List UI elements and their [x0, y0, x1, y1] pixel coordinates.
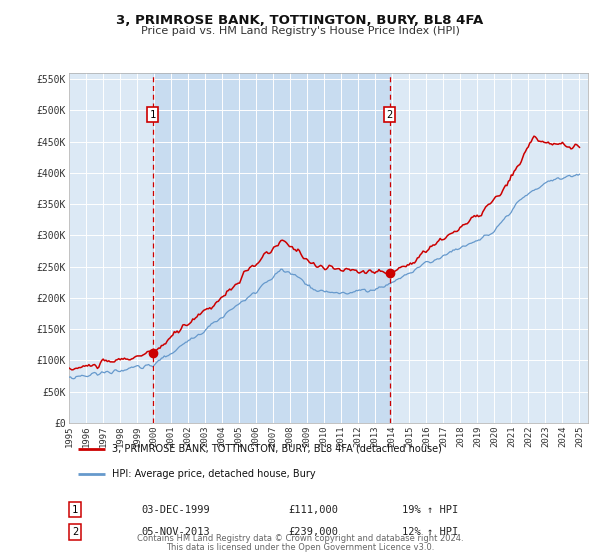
Text: 2: 2 [72, 527, 78, 537]
Bar [153, 73, 389, 423]
Text: 3, PRIMROSE BANK, TOTTINGTON, BURY, BL8 4FA: 3, PRIMROSE BANK, TOTTINGTON, BURY, BL8 … [116, 14, 484, 27]
Text: HPI: Average price, detached house, Bury: HPI: Average price, detached house, Bury [112, 469, 315, 479]
Text: 19% ↑ HPI: 19% ↑ HPI [402, 505, 458, 515]
Text: 3, PRIMROSE BANK, TOTTINGTON, BURY, BL8 4FA (detached house): 3, PRIMROSE BANK, TOTTINGTON, BURY, BL8 … [112, 444, 442, 454]
Text: Price paid vs. HM Land Registry's House Price Index (HPI): Price paid vs. HM Land Registry's House … [140, 26, 460, 36]
Text: 2: 2 [386, 110, 393, 120]
Text: 05-NOV-2013: 05-NOV-2013 [141, 527, 210, 537]
Text: 03-DEC-1999: 03-DEC-1999 [141, 505, 210, 515]
Text: 1: 1 [149, 110, 156, 120]
Text: 1: 1 [72, 505, 78, 515]
Text: £111,000: £111,000 [288, 505, 338, 515]
Text: This data is licensed under the Open Government Licence v3.0.: This data is licensed under the Open Gov… [166, 543, 434, 552]
Text: 12% ↑ HPI: 12% ↑ HPI [402, 527, 458, 537]
Text: Contains HM Land Registry data © Crown copyright and database right 2024.: Contains HM Land Registry data © Crown c… [137, 534, 463, 543]
Text: £239,000: £239,000 [288, 527, 338, 537]
